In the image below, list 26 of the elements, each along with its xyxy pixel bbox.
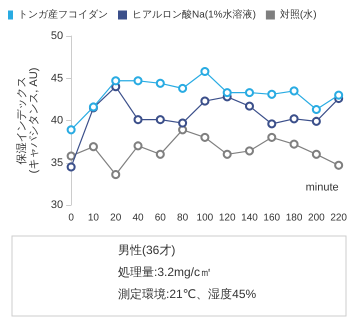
y-tick-label: 30	[50, 199, 64, 211]
x-tick-label: 0	[68, 212, 74, 224]
x-tick-label: 100	[196, 212, 214, 224]
y-tick-label: 40	[50, 114, 64, 126]
x-tick-label: 120	[218, 212, 236, 224]
text: 処理量:3.2mg/c㎡	[118, 265, 212, 279]
y-tick-label: 35	[50, 156, 64, 169]
x-tick-label: 160	[263, 212, 281, 224]
x-tick-label: 200	[308, 212, 326, 224]
legend-label: 対照(水)	[280, 8, 317, 20]
x-tick-label: 220	[330, 212, 348, 224]
x-tick-label: 10	[88, 212, 100, 224]
legend-label: トンガ産フコイダン	[18, 8, 108, 20]
y-tick-label: 50	[50, 30, 64, 42]
x-tick-label: 80	[177, 212, 189, 224]
x-tick-label: 140	[241, 212, 258, 224]
x-tick-label: 20	[110, 212, 122, 224]
x-tick-label: 180	[286, 212, 303, 224]
text: 測定環境:21℃、湿度45%	[118, 287, 257, 301]
x-axis-title: minute	[306, 182, 339, 194]
x-tick-label: 60	[154, 212, 166, 224]
y-tick-label: 45	[50, 72, 64, 84]
x-tick-label: 40	[132, 212, 144, 224]
text: 男性(36才)	[118, 243, 176, 257]
legend-label: ヒアルロン酸Na(1%水溶液)	[132, 8, 256, 20]
y-axis-title: 保湿インデックス (キャパシタンス, AU)	[16, 68, 40, 174]
